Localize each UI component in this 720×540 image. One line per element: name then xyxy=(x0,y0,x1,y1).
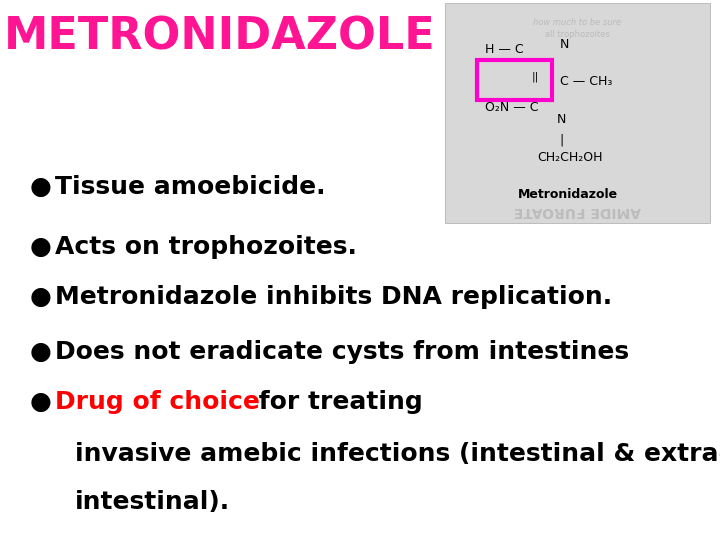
Text: Acts on trophozoites.: Acts on trophozoites. xyxy=(55,235,357,259)
Text: H — C: H — C xyxy=(485,43,523,56)
Text: Metronidazole: Metronidazole xyxy=(518,188,618,201)
Text: intestinal).: intestinal). xyxy=(75,490,230,514)
Text: AMIDE FUROATE: AMIDE FUROATE xyxy=(514,204,641,218)
Text: |: | xyxy=(559,133,563,146)
Text: how much to be sure: how much to be sure xyxy=(534,18,621,27)
Text: ||: || xyxy=(532,71,539,82)
Text: O₂N — C: O₂N — C xyxy=(485,101,539,114)
Text: all trophozoites: all trophozoites xyxy=(545,30,610,39)
Text: ●: ● xyxy=(30,340,52,364)
Text: CH₂CH₂OH: CH₂CH₂OH xyxy=(537,151,603,164)
Text: Metronidazole inhibits DNA replication.: Metronidazole inhibits DNA replication. xyxy=(55,285,612,309)
Text: ●: ● xyxy=(30,285,52,309)
Text: C — CH₃: C — CH₃ xyxy=(560,75,613,88)
Text: Tissue amoebicide.: Tissue amoebicide. xyxy=(55,175,325,199)
Text: METRONIDAZOLE: METRONIDAZOLE xyxy=(4,15,436,58)
Text: for treating: for treating xyxy=(250,390,423,414)
Text: ●: ● xyxy=(30,175,52,199)
Text: ●: ● xyxy=(30,235,52,259)
Text: Does not eradicate cysts from intestines: Does not eradicate cysts from intestines xyxy=(55,340,629,364)
Text: N: N xyxy=(557,113,567,126)
Text: invasive amebic infections (intestinal & extra-: invasive amebic infections (intestinal &… xyxy=(75,442,720,466)
Text: N: N xyxy=(560,38,570,51)
Bar xyxy=(445,3,710,223)
Text: Drug of choice: Drug of choice xyxy=(55,390,260,414)
Bar xyxy=(477,60,552,100)
Text: ●: ● xyxy=(30,390,52,414)
